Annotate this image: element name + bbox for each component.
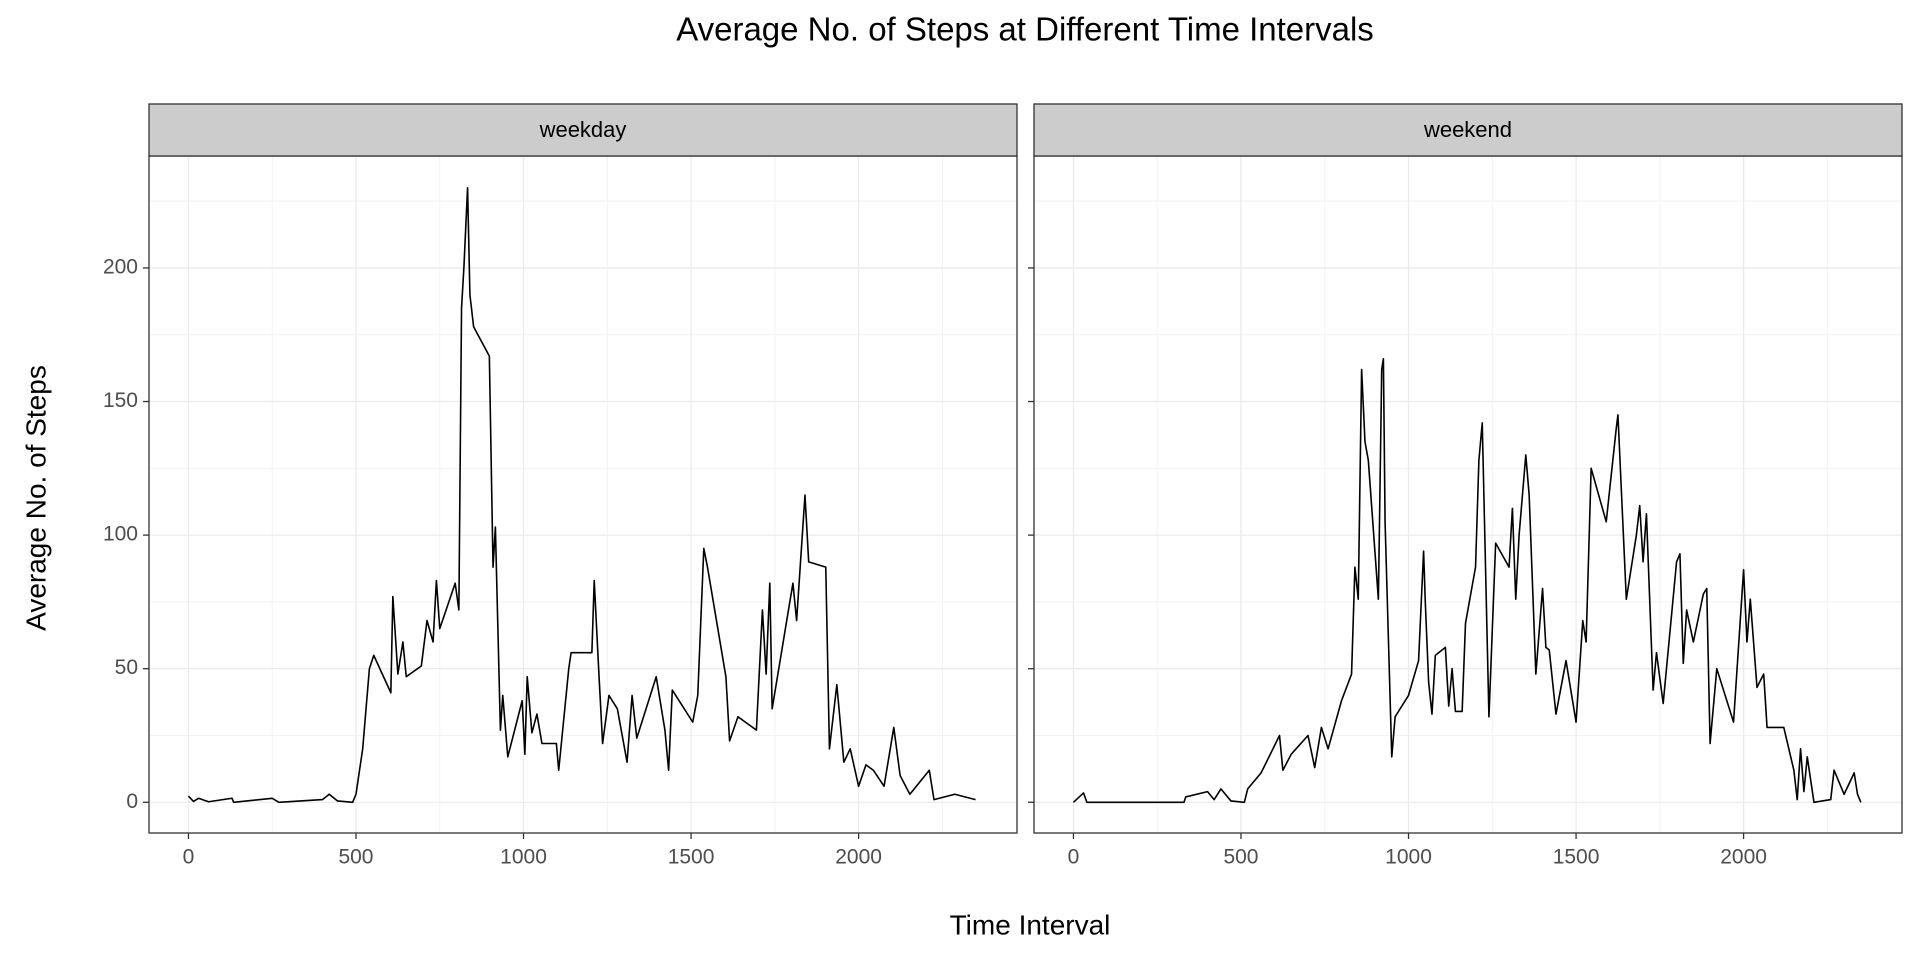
- x-tick-label: 0: [183, 846, 195, 869]
- x-tick-label: 500: [338, 846, 373, 869]
- x-tick-label: 0: [1068, 846, 1080, 869]
- facet-label: weekend: [1423, 117, 1512, 142]
- x-tick-label: 1500: [1553, 846, 1600, 869]
- x-tick-label: 500: [1223, 846, 1258, 869]
- y-axis-label: Average No. of Steps: [20, 365, 51, 631]
- x-tick-label: 2000: [1720, 846, 1767, 869]
- x-tick-label: 1500: [668, 846, 715, 869]
- y-tick-label: 100: [103, 523, 138, 546]
- facet-strip: [148, 103, 1018, 157]
- x-tick-label: 1000: [1385, 846, 1432, 869]
- x-tick-label: 1000: [500, 846, 547, 869]
- panel-background: [1034, 156, 1902, 833]
- panel-background: [149, 156, 1017, 833]
- y-tick-label: 150: [103, 389, 138, 412]
- facet-label: weekday: [539, 117, 627, 142]
- data-line: [1072, 357, 1862, 804]
- y-tick-label: 200: [103, 255, 138, 278]
- chart-title: Average No. of Steps at Different Time I…: [676, 11, 1374, 48]
- y-tick-label: 0: [126, 790, 138, 813]
- x-axis-label: Time Interval: [950, 909, 1111, 940]
- facet-strip: [1033, 103, 1903, 157]
- data-line: [187, 186, 976, 804]
- y-tick-label: 50: [115, 656, 138, 679]
- x-tick-label: 2000: [835, 846, 882, 869]
